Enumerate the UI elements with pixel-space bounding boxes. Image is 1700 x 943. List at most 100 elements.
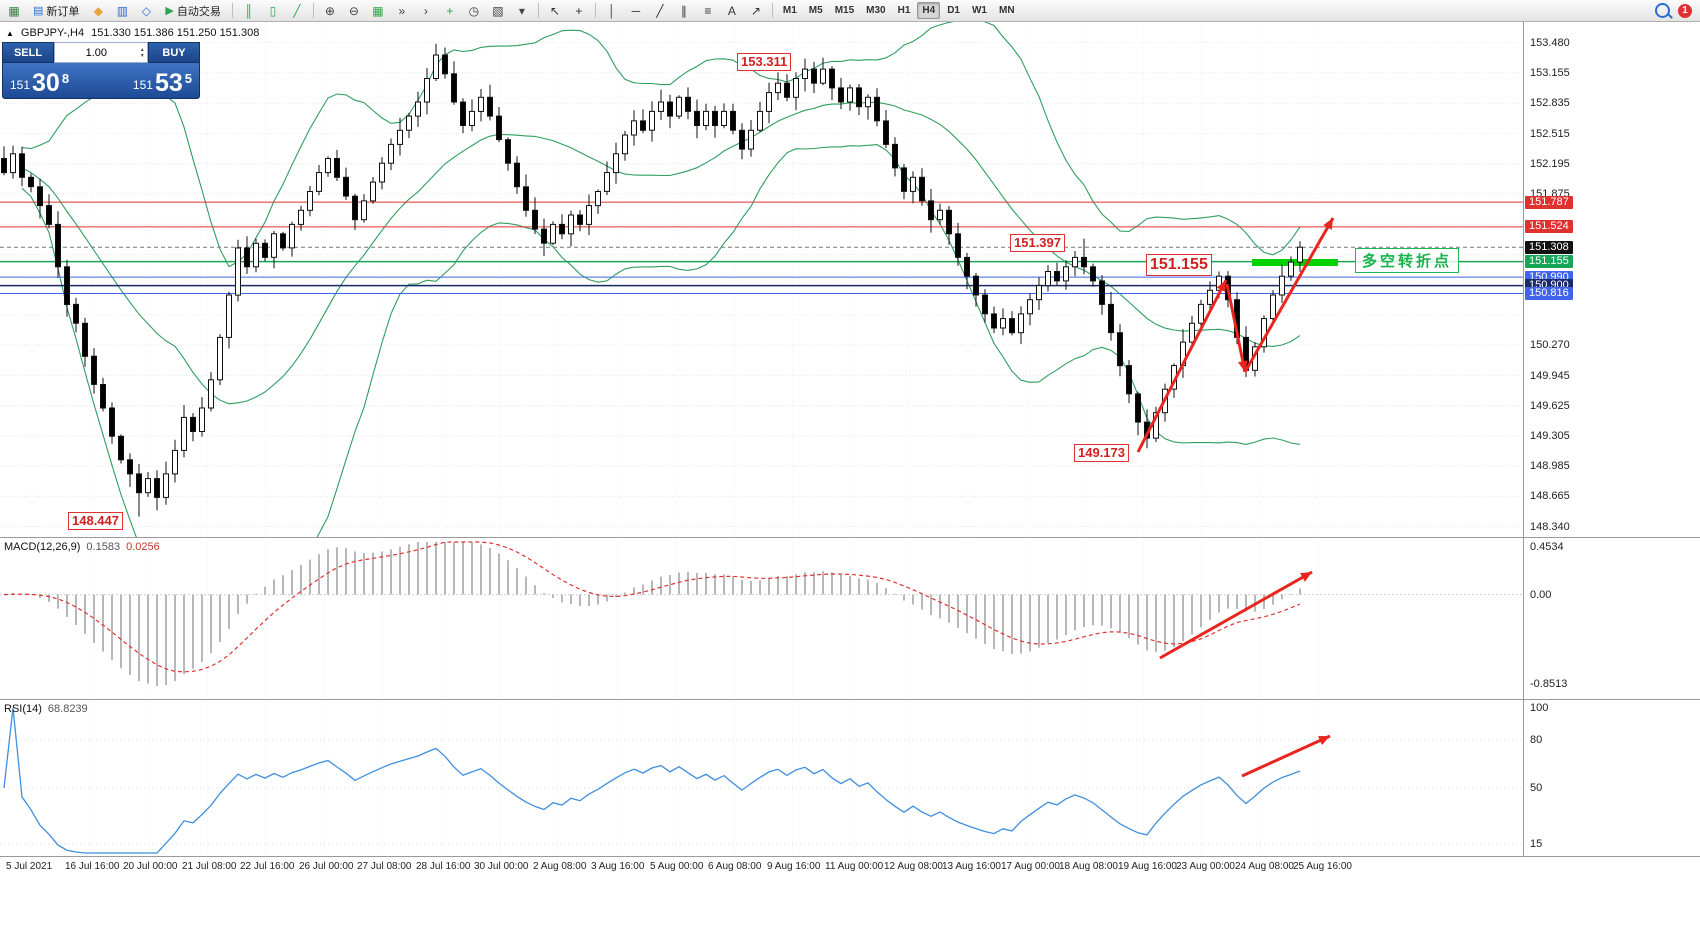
- timeframe-button-h1[interactable]: H1: [897, 5, 911, 16]
- timeframe-button-mn[interactable]: MN: [998, 5, 1015, 16]
- price-callout[interactable]: 151.155: [1146, 254, 1212, 276]
- rsi-axis-label: 50: [1530, 782, 1543, 794]
- rsi-panel[interactable]: [0, 701, 1523, 856]
- timeframe-button-h4[interactable]: H4: [917, 2, 941, 19]
- cursor-glyph: ↖: [549, 3, 560, 18]
- navigator-icon[interactable]: ◇: [135, 1, 157, 21]
- data-window-icon[interactable]: ▥: [111, 1, 133, 21]
- main-price-panel[interactable]: [0, 22, 1523, 537]
- time-axis-label: 5 Jul 2021: [6, 861, 53, 872]
- volume-up-icon[interactable]: ▴: [140, 46, 144, 53]
- zoom-out-icon[interactable]: ⊖: [343, 1, 365, 21]
- collapse-panel-icon[interactable]: ▲: [6, 28, 14, 38]
- channel-icon[interactable]: ∥: [673, 1, 695, 21]
- crosshair-icon[interactable]: +: [568, 1, 590, 21]
- templates-icon[interactable]: ▧: [487, 1, 509, 21]
- volume-input[interactable]: [55, 45, 138, 60]
- macd-panel[interactable]: [0, 539, 1523, 699]
- timeframe-button-m30[interactable]: M30: [866, 5, 886, 16]
- new-chart-glyph: ▦: [8, 3, 20, 18]
- search-icon[interactable]: [1655, 3, 1670, 18]
- bar-chart-icon[interactable]: ║: [238, 1, 260, 21]
- macd-histogram: [12, 542, 1301, 687]
- vertical-line-icon[interactable]: │: [601, 1, 623, 21]
- panel-separator[interactable]: [0, 537, 1700, 538]
- periods-icon[interactable]: ◷: [463, 1, 485, 21]
- toolbar-right-group: 1: [1655, 3, 1700, 18]
- horizontal-level-lines[interactable]: [0, 201, 1523, 294]
- price-callout[interactable]: 151.397: [1010, 234, 1065, 253]
- price-line-badge: 150.816: [1525, 287, 1573, 300]
- price-callout[interactable]: 153.311: [737, 53, 792, 72]
- price-callout[interactable]: 148.447: [68, 512, 123, 531]
- toolbar-separator: [771, 3, 773, 18]
- market-watch-icon[interactable]: ◆: [87, 1, 109, 21]
- new-chart-icon[interactable]: ▦: [3, 1, 25, 21]
- rsi-name: RSI(14): [4, 703, 42, 715]
- notification-badge[interactable]: 1: [1678, 3, 1692, 18]
- sell-price-pip: 8: [61, 71, 70, 86]
- volume-field: ▴ ▾: [54, 42, 148, 63]
- channel-glyph: ∥: [680, 3, 687, 18]
- price-line-badge: 151.155: [1525, 255, 1573, 268]
- line-chart-glyph: ╱: [293, 3, 301, 18]
- trend-arrow[interactable]: [1136, 279, 1228, 453]
- sell-price-base: 151: [10, 78, 31, 92]
- tile-windows-icon[interactable]: ▦: [367, 1, 389, 21]
- line-chart-icon[interactable]: ╱: [286, 1, 308, 21]
- time-axis-label: 17 Aug 00:00: [1001, 861, 1060, 872]
- periods-glyph: ◷: [468, 3, 480, 18]
- bollinger-upper: [21, 22, 1301, 268]
- rsi-axis-label: 15: [1530, 838, 1543, 850]
- cursor-icon[interactable]: ↖: [544, 1, 566, 21]
- time-axis-label: 13 Aug 16:00: [942, 861, 1001, 872]
- timeframe-button-m15[interactable]: M15: [834, 5, 855, 16]
- support-zone-highlight[interactable]: [1252, 259, 1338, 266]
- time-axis-label: 12 Aug 08:00: [884, 861, 943, 872]
- autotrading-button[interactable]: ▶ 自动交易: [159, 1, 226, 21]
- timeframe-button-m1[interactable]: M1: [782, 5, 797, 16]
- time-axis-label: 28 Jul 16:00: [416, 861, 471, 872]
- trendline-icon[interactable]: ╱: [649, 1, 671, 21]
- sell-button[interactable]: SELL: [2, 42, 54, 63]
- trend-arrow[interactable]: [1241, 734, 1331, 778]
- price-line-badge: 151.787: [1525, 196, 1573, 209]
- chart-window[interactable]: ▲ GBPJPY-,H4 151.330 151.386 151.250 151…: [0, 22, 1700, 943]
- arrows-icon[interactable]: ↗: [745, 1, 767, 21]
- chart-shift-glyph: ›: [423, 3, 428, 18]
- indicators-icon[interactable]: +: [439, 1, 461, 21]
- price-axis-label: 152.515: [1530, 128, 1570, 140]
- trend-arrow[interactable]: [1225, 283, 1247, 373]
- panel-separator[interactable]: [0, 699, 1700, 700]
- bid-ask-prices: 151 30 8 151 53 5: [2, 63, 200, 99]
- turning-point-annotation[interactable]: 多空转折点: [1355, 248, 1460, 273]
- chart-shift-icon[interactable]: ›: [415, 1, 437, 21]
- price-grid: [0, 22, 1523, 537]
- trend-arrow[interactable]: [1243, 217, 1335, 373]
- price-axis-label: 153.480: [1530, 37, 1570, 49]
- price-line-badge: 151.308: [1525, 241, 1573, 254]
- timeframe-button-w1[interactable]: W1: [971, 5, 987, 16]
- price-axis-label: 148.985: [1530, 460, 1570, 472]
- trend-arrow[interactable]: [1159, 570, 1313, 660]
- dropdown-icon[interactable]: ▾: [511, 1, 533, 21]
- horizontal-line-icon[interactable]: ─: [625, 1, 647, 21]
- buy-button[interactable]: BUY: [148, 42, 200, 63]
- volume-down-icon[interactable]: ▾: [140, 52, 144, 59]
- trend-arrow-head: [1216, 280, 1226, 292]
- auto-scroll-icon[interactable]: »: [391, 1, 413, 21]
- price-callout[interactable]: 149.173: [1074, 444, 1129, 463]
- timeframe-button-m5[interactable]: M5: [808, 5, 823, 16]
- timeframe-button-d1[interactable]: D1: [947, 5, 960, 16]
- new-order-button[interactable]: ▤ 新订单: [27, 1, 85, 21]
- price-axis-label: 148.340: [1530, 521, 1570, 533]
- sell-price[interactable]: 151 30 8: [10, 71, 69, 96]
- bollinger-lower: [21, 144, 1301, 537]
- text-icon[interactable]: A: [721, 1, 743, 21]
- candlestick-chart-icon[interactable]: ▯: [262, 1, 284, 21]
- arrows-glyph: ↗: [750, 3, 761, 18]
- zoom-in-icon[interactable]: ⊕: [319, 1, 341, 21]
- fibonacci-icon[interactable]: ≡: [697, 1, 719, 21]
- buy-price[interactable]: 151 53 5: [133, 71, 192, 96]
- new-order-glyph: ▤: [33, 5, 44, 17]
